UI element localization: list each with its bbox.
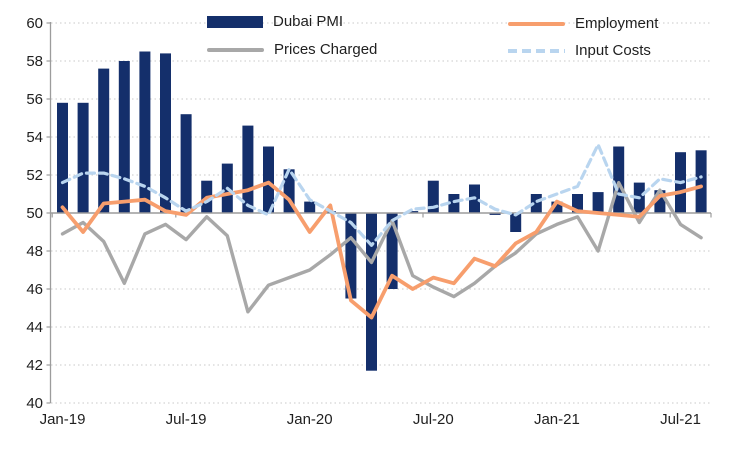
y-tick-label: 42 [26, 357, 43, 374]
y-tick-label: 52 [26, 167, 43, 184]
bar-Jul-20 [427, 180, 439, 213]
bar-Jun-20 [407, 211, 419, 213]
bar-Mar-19 [98, 68, 110, 213]
y-tick-label: 58 [26, 53, 43, 70]
bar-Oct-20 [489, 213, 501, 215]
bar-Oct-19 [242, 125, 254, 213]
bar-Mar-20 [345, 213, 357, 299]
bar-Jul-19 [180, 114, 192, 213]
x-axis-label: Jan-21 [534, 411, 580, 428]
bar-Jan-21 [551, 201, 563, 213]
y-tick-label: 44 [26, 319, 43, 336]
x-axis-label: Jul-20 [413, 411, 454, 428]
x-axis-label: Jul-21 [660, 411, 701, 428]
x-axis-label: Jan-20 [287, 411, 333, 428]
bar-May-20 [386, 213, 398, 289]
bar-Nov-20 [510, 213, 522, 232]
line-employment [60, 180, 703, 320]
bar-Jan-19 [57, 102, 68, 213]
bar-Apr-20 [366, 213, 377, 371]
y-tick-label: 56 [26, 91, 43, 108]
bar-Apr-21 [613, 146, 625, 213]
bar-Aug-20 [448, 194, 460, 213]
bar-Feb-19 [77, 102, 89, 213]
bar-Jan-20 [304, 201, 316, 213]
y-tick-label: 60 [26, 15, 43, 32]
x-axis-label: Jan-19 [40, 411, 86, 428]
y-tick-label: 40 [26, 395, 43, 412]
bar-Feb-21 [572, 194, 583, 213]
line-input-costs [60, 143, 703, 247]
y-tick-label: 46 [26, 281, 43, 298]
bar-Dec-20 [530, 194, 542, 213]
y-tick-label: 50 [26, 205, 43, 222]
y-tick-label: 54 [26, 129, 43, 146]
bar-Jun-21 [654, 190, 666, 213]
line-prices-charged [60, 180, 703, 314]
bar-Mar-21 [592, 192, 604, 213]
bar-Jun-19 [160, 53, 171, 214]
bar-Apr-19 [118, 61, 130, 213]
bar-Dec-19 [283, 169, 295, 213]
x-axis-label: Jul-19 [166, 411, 207, 428]
bar-Aug-21 [695, 150, 707, 213]
bar-May-19 [139, 51, 151, 213]
y-tick-label: 48 [26, 243, 43, 260]
bar-Nov-19 [263, 146, 274, 213]
